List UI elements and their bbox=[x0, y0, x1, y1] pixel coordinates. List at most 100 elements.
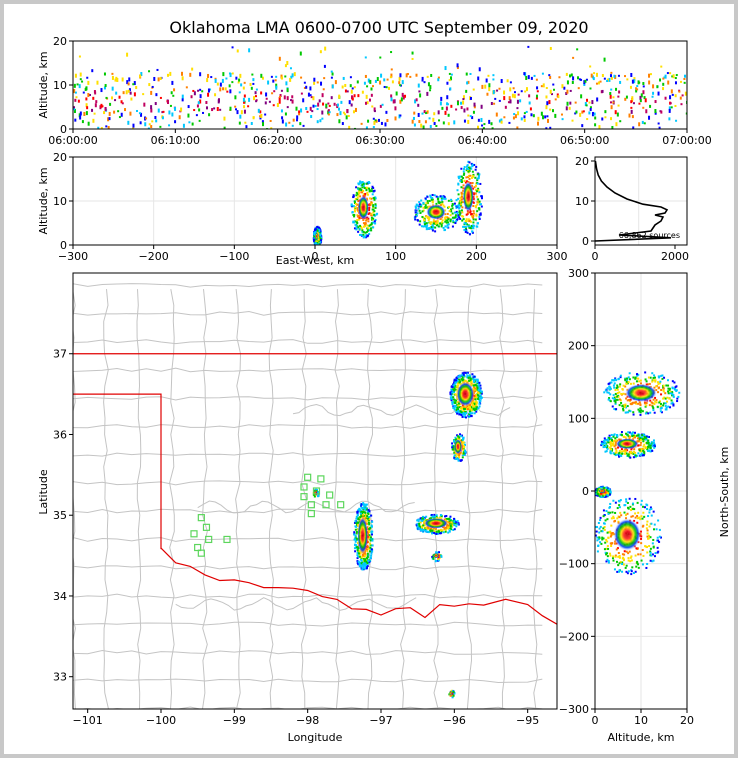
source-mark bbox=[464, 371, 467, 374]
source-mark bbox=[361, 510, 364, 513]
alt-tick-label: 20 bbox=[53, 35, 67, 48]
source-mark bbox=[429, 195, 432, 198]
source-mark bbox=[630, 451, 633, 454]
source-mark bbox=[602, 527, 605, 530]
source-mark bbox=[619, 499, 622, 502]
source-mark bbox=[365, 186, 368, 189]
source-mark bbox=[365, 560, 368, 563]
source-mark bbox=[614, 110, 617, 115]
source-mark bbox=[433, 513, 436, 516]
source-mark bbox=[439, 101, 442, 106]
source-mark bbox=[438, 119, 441, 122]
source-mark bbox=[357, 226, 360, 229]
source-mark bbox=[319, 234, 322, 237]
source-mark bbox=[363, 552, 366, 555]
source-mark bbox=[367, 217, 370, 220]
source-mark bbox=[151, 85, 154, 88]
source-mark bbox=[416, 212, 419, 215]
county-line bbox=[73, 508, 543, 514]
source-mark bbox=[605, 553, 608, 556]
source-mark bbox=[667, 390, 670, 393]
source-mark bbox=[621, 562, 624, 565]
source-mark bbox=[651, 405, 654, 408]
source-mark bbox=[476, 177, 479, 180]
source-mark bbox=[94, 91, 97, 95]
source-mark bbox=[372, 117, 375, 120]
source-mark bbox=[639, 407, 642, 410]
source-mark bbox=[546, 118, 549, 123]
source-mark bbox=[611, 557, 614, 560]
source-mark bbox=[207, 73, 210, 78]
county-line bbox=[235, 289, 242, 709]
source-mark bbox=[610, 544, 613, 547]
source-mark bbox=[157, 77, 160, 82]
source-mark bbox=[648, 115, 651, 120]
source-mark bbox=[609, 400, 612, 403]
source-mark bbox=[613, 74, 616, 78]
source-mark bbox=[479, 394, 482, 397]
source-mark bbox=[471, 230, 474, 233]
source-mark bbox=[458, 437, 461, 440]
source-mark bbox=[352, 221, 355, 224]
source-mark bbox=[441, 195, 444, 198]
source-mark bbox=[178, 115, 181, 120]
source-mark bbox=[467, 211, 470, 214]
source-mark bbox=[607, 439, 610, 442]
source-mark bbox=[588, 101, 591, 104]
source-mark bbox=[355, 544, 358, 547]
source-mark bbox=[455, 438, 458, 441]
source-mark bbox=[626, 512, 629, 515]
source-mark bbox=[658, 528, 661, 531]
source-mark bbox=[667, 387, 670, 390]
source-mark bbox=[443, 518, 446, 521]
source-mark bbox=[563, 86, 566, 90]
source-mark bbox=[622, 392, 625, 395]
source-mark bbox=[437, 559, 440, 562]
source-mark bbox=[478, 387, 481, 390]
source-mark bbox=[612, 96, 615, 99]
source-mark bbox=[353, 200, 356, 203]
source-mark bbox=[466, 231, 469, 234]
source-mark bbox=[620, 433, 623, 436]
source-mark bbox=[357, 524, 360, 527]
source-mark bbox=[247, 105, 250, 108]
source-mark bbox=[365, 508, 368, 511]
source-mark bbox=[485, 78, 488, 83]
source-mark bbox=[447, 218, 450, 221]
source-mark bbox=[606, 447, 609, 450]
source-mark bbox=[627, 453, 630, 456]
source-mark bbox=[619, 383, 622, 386]
source-mark bbox=[577, 76, 580, 80]
source-mark bbox=[310, 96, 313, 99]
source-mark bbox=[342, 76, 345, 80]
source-mark bbox=[509, 87, 512, 92]
source-mark bbox=[618, 451, 621, 454]
source-mark bbox=[646, 449, 649, 452]
source-mark bbox=[456, 385, 459, 388]
source-mark bbox=[460, 414, 463, 417]
county-line bbox=[73, 565, 543, 571]
source-mark bbox=[431, 555, 434, 558]
source-mark bbox=[440, 221, 443, 224]
source-mark bbox=[362, 502, 365, 505]
source-mark bbox=[643, 436, 646, 439]
source-mark bbox=[458, 456, 461, 459]
source-mark bbox=[470, 226, 473, 229]
source-mark bbox=[685, 112, 687, 115]
source-mark bbox=[638, 122, 641, 127]
source-mark bbox=[103, 111, 106, 115]
source-mark bbox=[103, 72, 106, 76]
source-mark bbox=[148, 70, 151, 73]
source-mark bbox=[477, 407, 480, 410]
source-mark bbox=[317, 241, 320, 244]
source-mark bbox=[465, 169, 468, 172]
source-mark bbox=[455, 410, 458, 413]
source-mark bbox=[634, 431, 637, 434]
source-mark bbox=[493, 102, 496, 105]
source-mark bbox=[421, 76, 424, 80]
source-mark bbox=[468, 161, 471, 164]
source-mark bbox=[614, 392, 617, 395]
source-mark bbox=[315, 243, 318, 245]
source-mark bbox=[644, 405, 647, 408]
source-mark bbox=[270, 127, 273, 129]
